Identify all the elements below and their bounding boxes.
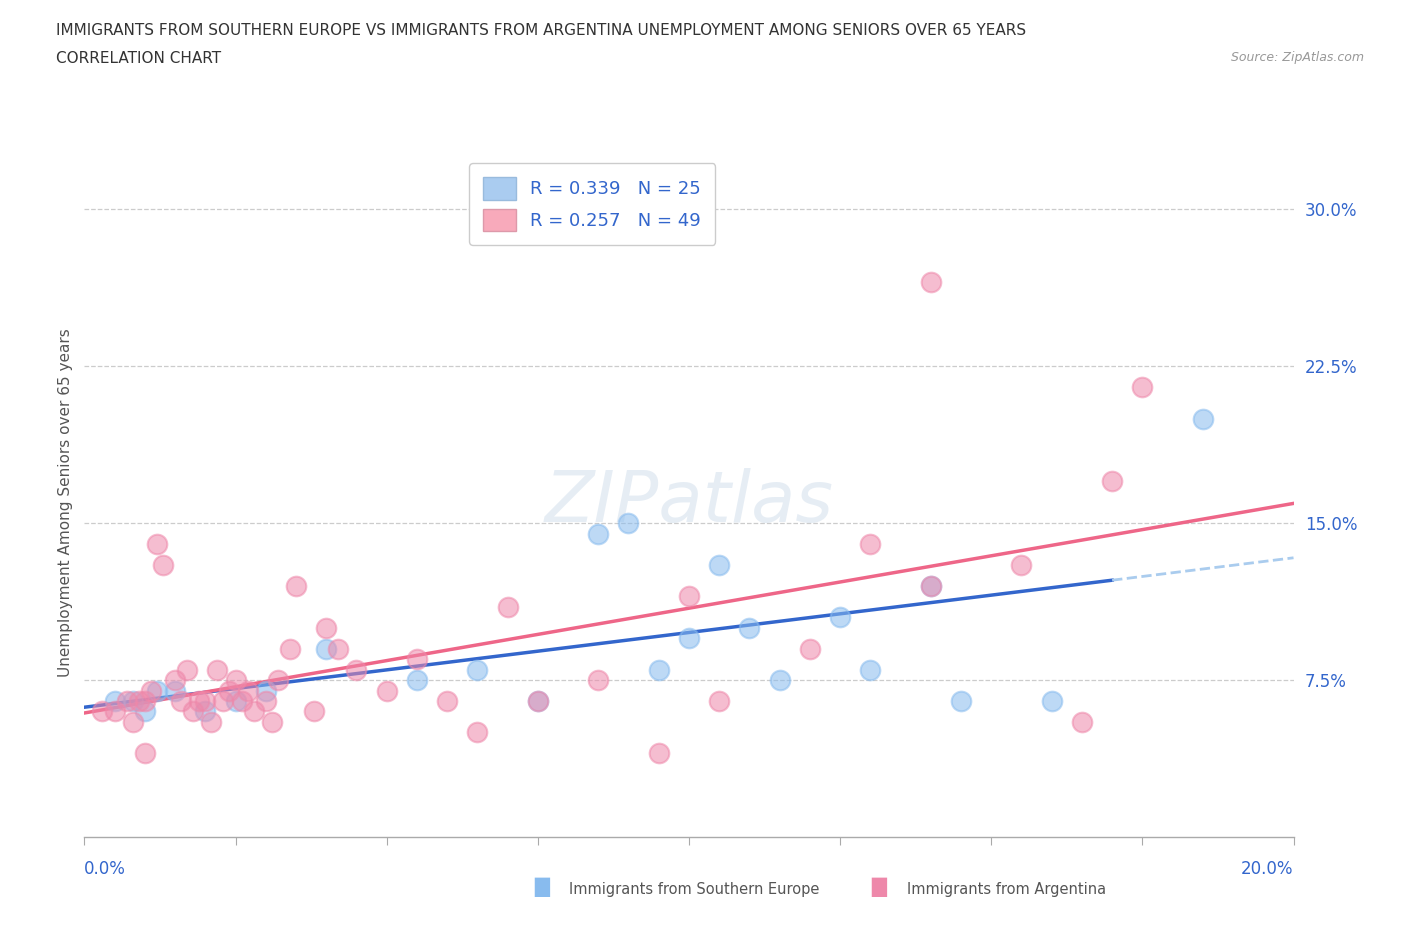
Text: █: █ <box>534 878 550 897</box>
Point <box>267 672 290 687</box>
Point <box>242 704 264 719</box>
Point <box>194 704 217 719</box>
Point <box>526 694 548 709</box>
Point <box>128 694 150 709</box>
Point <box>859 662 882 677</box>
Point <box>170 694 193 709</box>
Point <box>104 704 127 719</box>
Legend: R = 0.339   N = 25, R = 0.257   N = 49: R = 0.339 N = 25, R = 0.257 N = 49 <box>470 163 716 245</box>
Point <box>859 537 882 551</box>
Point <box>526 694 548 709</box>
Point <box>328 642 350 657</box>
Point <box>163 683 186 698</box>
Point <box>134 704 156 719</box>
Point <box>284 578 308 593</box>
Point <box>121 714 143 729</box>
Point <box>1191 411 1213 426</box>
Point <box>302 704 325 719</box>
Point <box>218 683 240 698</box>
Point <box>588 526 610 541</box>
Point <box>799 642 821 657</box>
Point <box>1130 379 1153 394</box>
Point <box>678 589 700 604</box>
Point <box>406 672 429 687</box>
Point <box>830 610 852 625</box>
Point <box>200 714 222 729</box>
Point <box>91 704 114 719</box>
Point <box>315 620 337 635</box>
Text: 0.0%: 0.0% <box>84 860 127 878</box>
Point <box>146 537 169 551</box>
Point <box>134 746 156 761</box>
Point <box>406 652 429 667</box>
Point <box>225 672 247 687</box>
Point <box>115 694 138 709</box>
Point <box>146 683 169 698</box>
Point <box>617 516 640 531</box>
Point <box>163 672 186 687</box>
Point <box>254 683 277 698</box>
Text: Source: ZipAtlas.com: Source: ZipAtlas.com <box>1230 51 1364 64</box>
Point <box>188 694 211 709</box>
Point <box>920 275 942 290</box>
Point <box>260 714 283 729</box>
Point <box>738 620 761 635</box>
Text: █: █ <box>872 878 887 897</box>
Point <box>278 642 301 657</box>
Point <box>346 662 368 677</box>
Point <box>231 694 253 709</box>
Point <box>467 662 489 677</box>
Point <box>647 746 671 761</box>
Point <box>225 694 247 709</box>
Point <box>139 683 162 698</box>
Point <box>375 683 398 698</box>
Point <box>647 662 671 677</box>
Point <box>588 672 610 687</box>
Point <box>950 694 973 709</box>
Y-axis label: Unemployment Among Seniors over 65 years: Unemployment Among Seniors over 65 years <box>58 328 73 677</box>
Point <box>920 578 942 593</box>
Point <box>315 642 337 657</box>
Point <box>769 672 792 687</box>
Point <box>181 704 204 719</box>
Point <box>1010 558 1032 573</box>
Point <box>104 694 127 709</box>
Point <box>254 694 277 709</box>
Point <box>207 662 229 677</box>
Point <box>467 725 489 740</box>
Text: 20.0%: 20.0% <box>1241 860 1294 878</box>
Text: CORRELATION CHART: CORRELATION CHART <box>56 51 221 66</box>
Point <box>236 683 259 698</box>
Point <box>194 694 217 709</box>
Point <box>496 600 519 615</box>
Point <box>920 578 942 593</box>
Point <box>709 694 731 709</box>
Point <box>134 694 156 709</box>
Text: Immigrants from Argentina: Immigrants from Argentina <box>907 883 1107 897</box>
Point <box>176 662 198 677</box>
Text: Immigrants from Southern Europe: Immigrants from Southern Europe <box>569 883 820 897</box>
Point <box>678 631 700 645</box>
Point <box>1071 714 1094 729</box>
Point <box>1040 694 1063 709</box>
Point <box>121 694 143 709</box>
Text: ZIPatlas: ZIPatlas <box>544 468 834 537</box>
Point <box>1101 474 1123 489</box>
Text: IMMIGRANTS FROM SOUTHERN EUROPE VS IMMIGRANTS FROM ARGENTINA UNEMPLOYMENT AMONG : IMMIGRANTS FROM SOUTHERN EUROPE VS IMMIG… <box>56 23 1026 38</box>
Point <box>436 694 458 709</box>
Point <box>709 558 731 573</box>
Point <box>152 558 174 573</box>
Point <box>212 694 235 709</box>
